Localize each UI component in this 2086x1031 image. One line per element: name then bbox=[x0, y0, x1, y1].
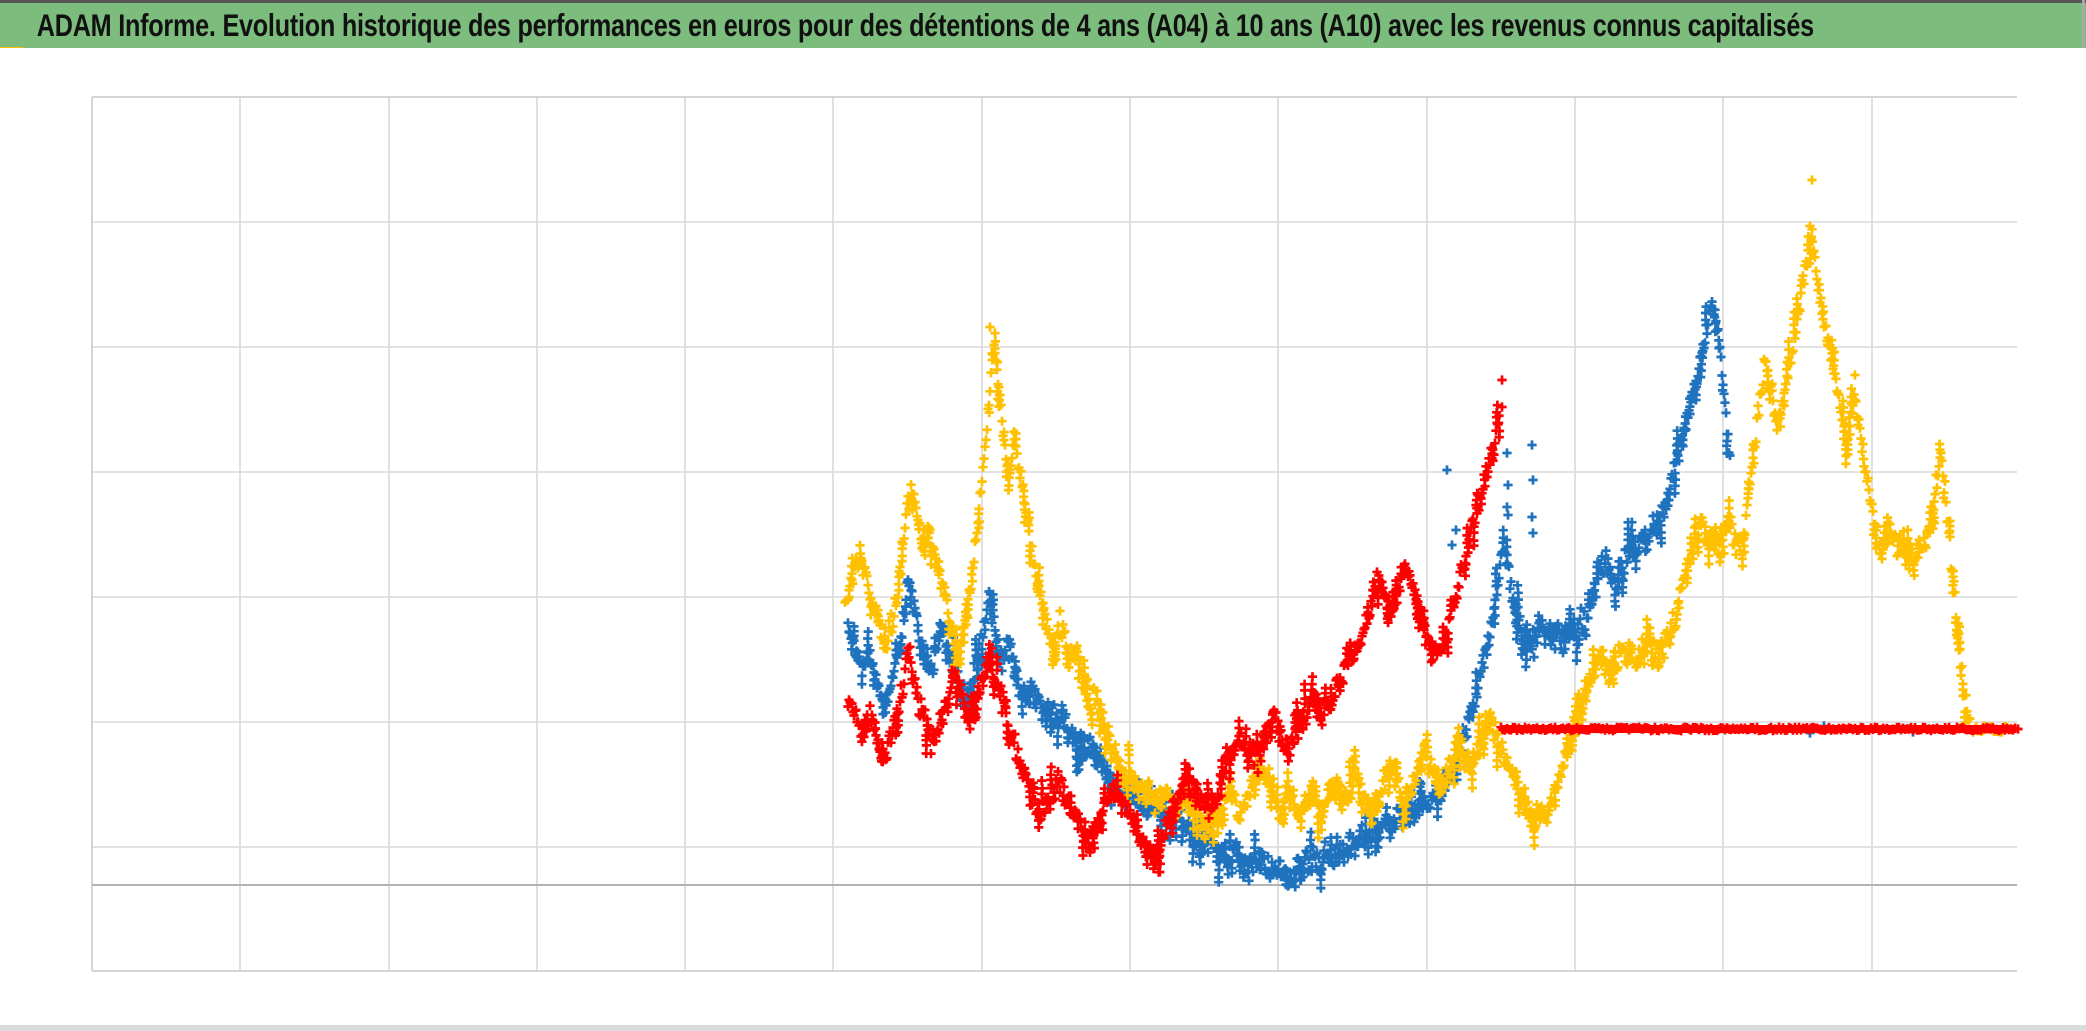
window-bottom-strip bbox=[0, 1025, 2086, 1031]
performance-scatter-chart[interactable] bbox=[0, 48, 2086, 1025]
gridlines bbox=[91, 96, 2017, 972]
chart-title: ADAM Informe. Evolution historique des p… bbox=[36, 7, 1814, 43]
series-red bbox=[843, 375, 1507, 877]
series-red-flat-line bbox=[1496, 722, 2023, 736]
chart-area[interactable] bbox=[0, 48, 2086, 1025]
window-top-edge bbox=[0, 0, 2086, 3]
series-gold bbox=[840, 175, 1975, 851]
title-bar: ADAM Informe. Evolution historique des p… bbox=[0, 3, 2086, 48]
